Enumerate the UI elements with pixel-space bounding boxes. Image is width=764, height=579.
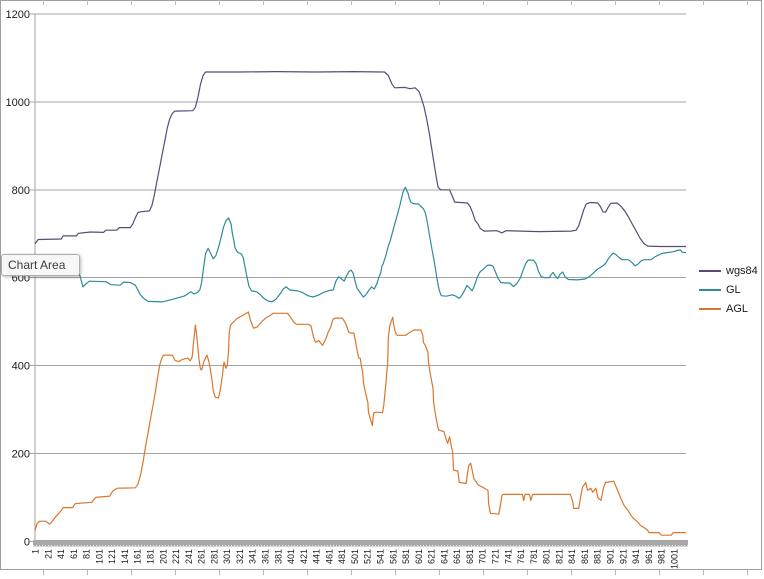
x-axis-label-461[interactable]: 461 [324, 549, 334, 564]
x-axis-label-21[interactable]: 21 [43, 549, 53, 559]
x-axis-label-821[interactable]: 821 [554, 549, 564, 564]
x-axis-label-201[interactable]: 201 [158, 549, 168, 564]
x-axis-label-961[interactable]: 961 [644, 549, 654, 564]
x-axis-label-101[interactable]: 101 [94, 549, 104, 564]
x-axis-label-841[interactable]: 841 [567, 549, 577, 564]
x-axis-label-141[interactable]: 141 [120, 549, 130, 564]
x-axis-label-1001[interactable]: 1001 [669, 549, 679, 569]
x-axis-label-81[interactable]: 81 [82, 549, 92, 559]
x-axis-label-481[interactable]: 481 [337, 549, 347, 564]
legend-label-gl: GL [726, 283, 741, 296]
x-axis-label-381[interactable]: 381 [273, 549, 283, 564]
x-axis-label-781[interactable]: 781 [529, 549, 539, 564]
x-axis-label-941[interactable]: 941 [631, 549, 641, 564]
x-axis-label-581[interactable]: 581 [401, 549, 411, 564]
gl-line-swatch-icon [699, 288, 721, 291]
y-axis-label-1200[interactable]: 1200 [6, 9, 30, 21]
x-axis-label-41[interactable]: 41 [56, 549, 66, 559]
x-axis-label-981[interactable]: 981 [657, 549, 667, 564]
x-axis-label-341[interactable]: 341 [248, 549, 258, 564]
x-axis-label-521[interactable]: 521 [363, 549, 373, 564]
series-line-AGL[interactable] [34, 311, 686, 536]
worksheet-column-ticks-top [0, 0, 764, 5]
y-axis-label-800[interactable]: 800 [12, 185, 30, 197]
worksheet-column-ticks-bottom [0, 570, 764, 575]
legend-item-wgs84[interactable]: wgs84 [699, 261, 758, 280]
x-axis-label-161[interactable]: 161 [133, 549, 143, 564]
x-axis-label-801[interactable]: 801 [542, 549, 552, 564]
x-axis-label-1[interactable]: 1 [31, 549, 41, 554]
x-axis-label-861[interactable]: 861 [580, 549, 590, 564]
x-axis-label-681[interactable]: 681 [465, 549, 475, 564]
series-line-GL[interactable] [34, 186, 687, 303]
x-axis-label-281[interactable]: 281 [209, 549, 219, 564]
x-axis-label-121[interactable]: 121 [107, 549, 117, 564]
x-axis-band[interactable] [33, 540, 688, 547]
legend-label-wgs84: wgs84 [726, 264, 758, 277]
x-axis-label-721[interactable]: 721 [490, 549, 500, 564]
x-axis-label-181[interactable]: 181 [145, 549, 155, 564]
x-axis-label-881[interactable]: 881 [593, 549, 603, 564]
x-axis-label-601[interactable]: 601 [414, 549, 424, 564]
x-axis-label-641[interactable]: 641 [439, 549, 449, 564]
legend-item-agl[interactable]: AGL [699, 299, 758, 318]
x-axis-label-321[interactable]: 321 [235, 549, 245, 564]
wgs84-line-swatch-icon [699, 269, 721, 272]
chart-area-tooltip: Chart Area [1, 254, 80, 276]
x-axis-label-741[interactable]: 741 [503, 549, 513, 564]
x-axis-label-401[interactable]: 401 [286, 549, 296, 564]
x-axis-label-441[interactable]: 441 [312, 549, 322, 564]
chart-legend[interactable]: wgs84 GL AGL [699, 261, 758, 318]
x-axis-label-621[interactable]: 621 [427, 549, 437, 564]
x-axis-label-241[interactable]: 241 [184, 549, 194, 564]
agl-line-swatch-icon [699, 307, 721, 310]
series-line-wgs84[interactable] [34, 70, 686, 248]
chart-area-tooltip-text: Chart Area [8, 258, 66, 272]
x-axis-label-921[interactable]: 921 [618, 549, 628, 564]
legend-item-gl[interactable]: GL [699, 280, 758, 299]
y-axis-label-0[interactable]: 0 [24, 536, 30, 548]
y-axis-label-200[interactable]: 200 [12, 449, 30, 461]
x-axis-label-421[interactable]: 421 [299, 549, 309, 564]
x-axis-label-901[interactable]: 901 [605, 549, 615, 564]
x-axis-label-701[interactable]: 701 [478, 549, 488, 564]
legend-label-agl: AGL [726, 302, 749, 315]
x-axis-label-761[interactable]: 761 [516, 549, 526, 564]
x-axis-label-61[interactable]: 61 [69, 549, 79, 559]
x-axis-label-501[interactable]: 501 [350, 549, 360, 564]
y-axis-label-1000[interactable]: 1000 [6, 97, 30, 109]
x-axis-label-661[interactable]: 661 [452, 549, 462, 564]
x-axis-label-561[interactable]: 561 [388, 549, 398, 564]
x-axis-label-261[interactable]: 261 [197, 549, 207, 564]
x-axis-label-541[interactable]: 541 [375, 549, 385, 564]
y-axis-label-400[interactable]: 400 [12, 361, 30, 373]
x-axis-label-221[interactable]: 221 [171, 549, 181, 564]
x-axis-label-361[interactable]: 361 [260, 549, 270, 564]
x-axis-label-301[interactable]: 301 [222, 549, 232, 564]
